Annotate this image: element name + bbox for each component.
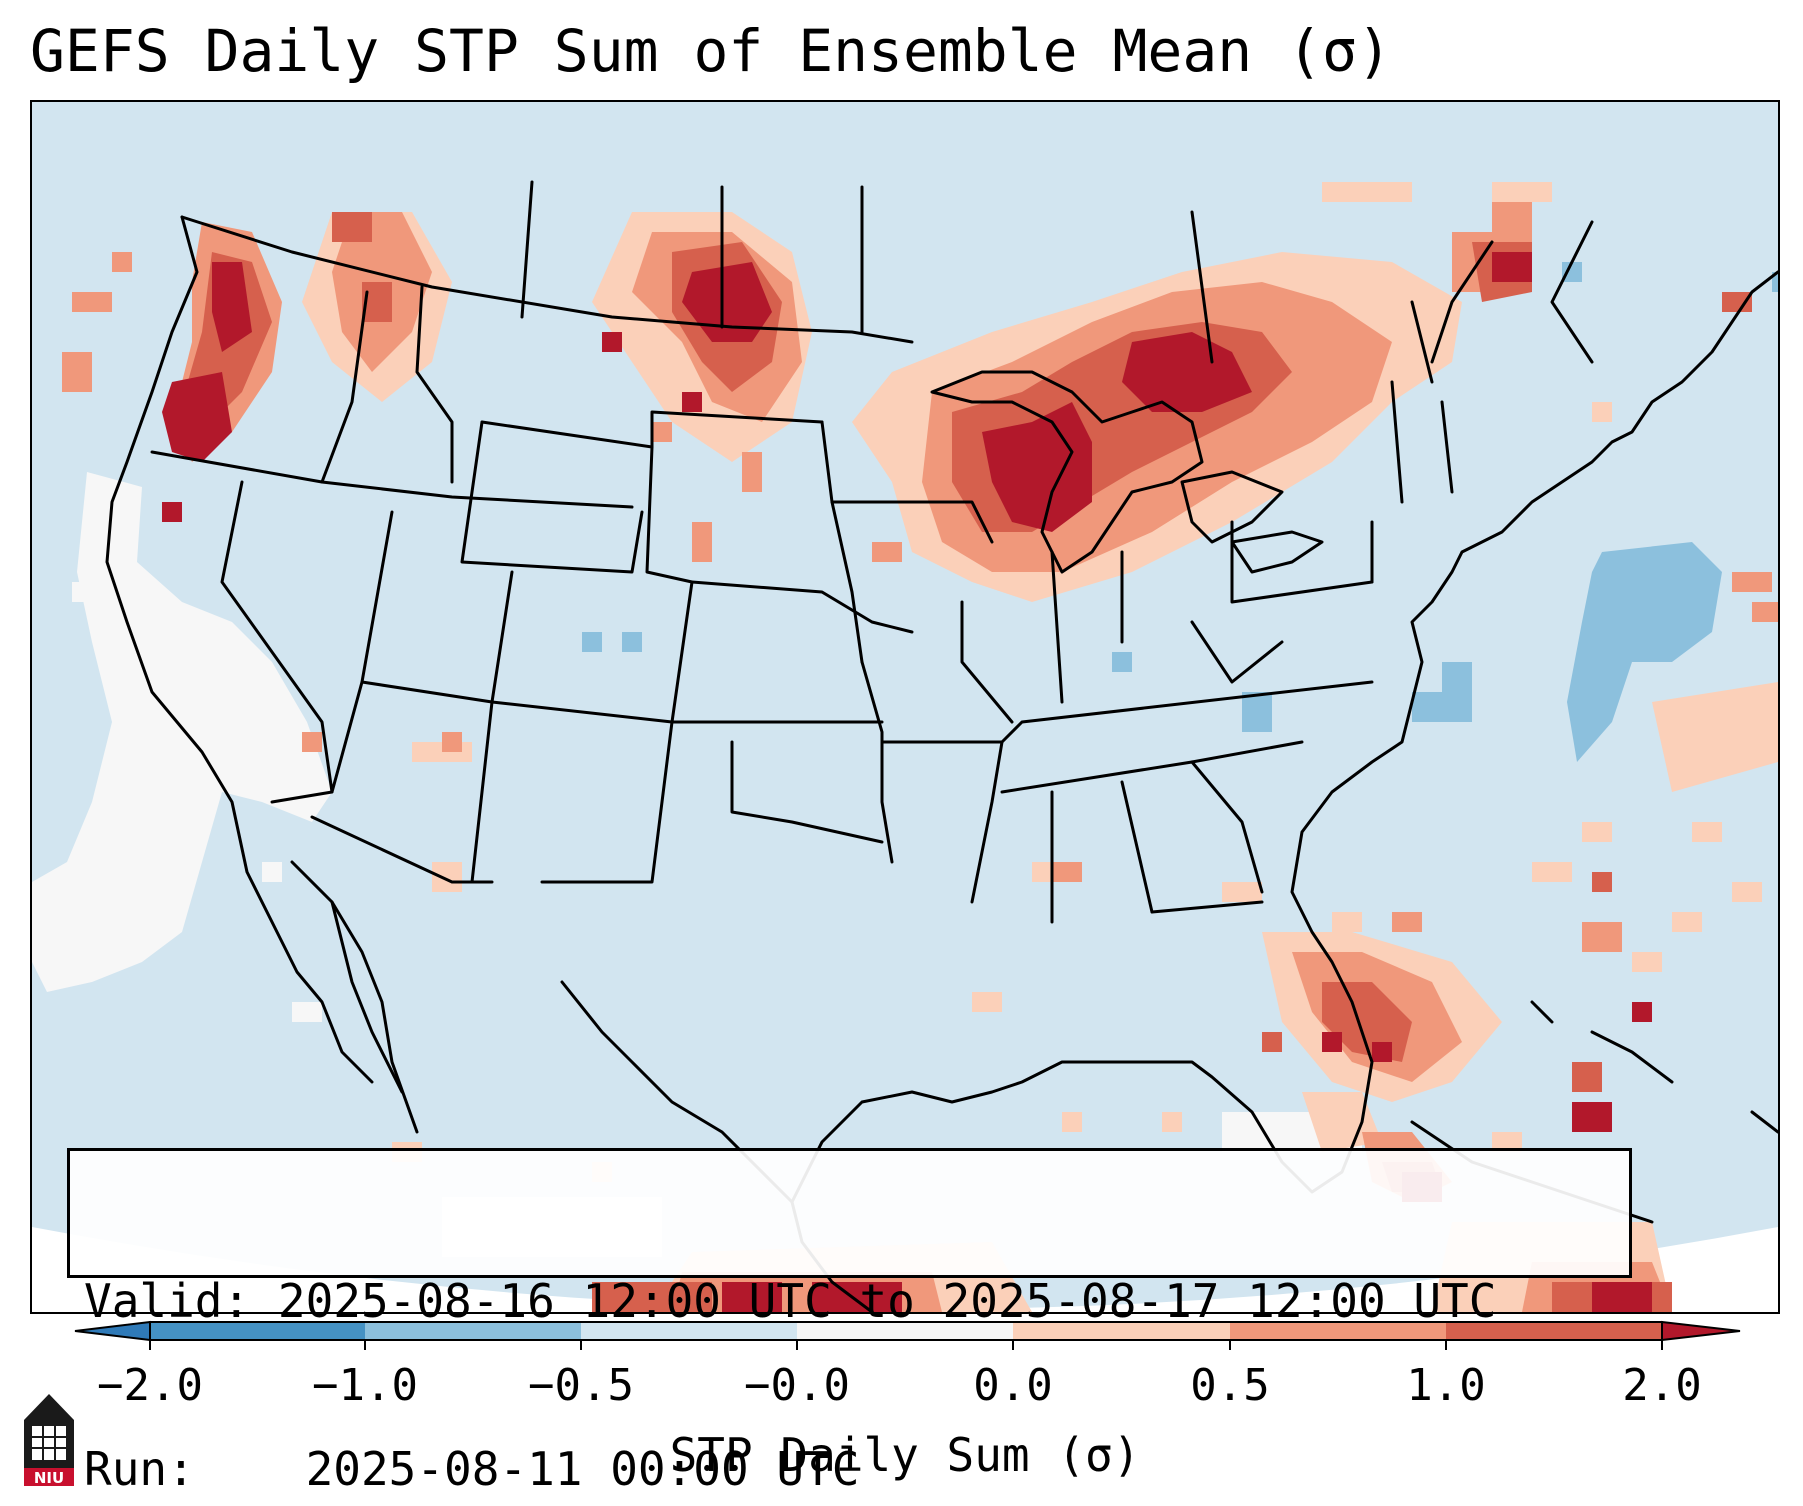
colorbar-bin bbox=[150, 1322, 365, 1340]
colorbar-label: STP Daily Sum (σ) bbox=[669, 1428, 1141, 1482]
colorbar-extend-min bbox=[74, 1320, 151, 1342]
map-frame bbox=[30, 100, 1780, 1314]
run-line: Run: 2025-08-11 00:00 UTC bbox=[84, 1441, 1615, 1497]
colorbar-bin bbox=[1013, 1322, 1230, 1340]
colorbar-bin bbox=[1446, 1322, 1662, 1340]
valid-line: Valid: 2025-08-16 12:00 UTC to 2025-08-1… bbox=[84, 1273, 1615, 1329]
logo-text: NIU bbox=[34, 1469, 64, 1486]
colorbar-extend-max bbox=[1661, 1320, 1741, 1342]
colorbar-tick-label: −0.5 bbox=[528, 1360, 634, 1411]
niu-tower-icon: NIU bbox=[24, 1394, 74, 1486]
colorbar-bin bbox=[797, 1322, 1013, 1340]
colorbar-tick-label: −2.0 bbox=[97, 1360, 203, 1411]
colorbar-tick-label: 0.0 bbox=[973, 1360, 1053, 1411]
colorbar-bin bbox=[581, 1322, 797, 1340]
state-borders bbox=[105, 180, 1778, 1312]
valid-label: Valid: bbox=[84, 1274, 251, 1328]
colorbar bbox=[74, 1320, 1741, 1350]
figure-title: GEFS Daily STP Sum of Ensemble Mean (σ) bbox=[30, 17, 1392, 85]
run-label: Run: bbox=[84, 1442, 195, 1496]
negative-cells bbox=[582, 262, 1778, 762]
valid-run-info-box: Valid: 2025-08-16 12:00 UTC to 2025-08-1… bbox=[67, 1148, 1632, 1496]
colorbar-bin bbox=[1230, 1322, 1446, 1340]
colorbar-tick-label: −0.0 bbox=[744, 1360, 850, 1411]
colorbar-tick-label: 0.5 bbox=[1190, 1360, 1270, 1411]
colorbar-tick-label: −1.0 bbox=[312, 1360, 418, 1411]
colorbar-tick-label: 1.0 bbox=[1406, 1360, 1486, 1411]
colorbar-outline bbox=[149, 1321, 1663, 1341]
positive-cells-extreme bbox=[162, 252, 1652, 1312]
stp-map bbox=[32, 102, 1778, 1312]
valid-value: 2025-08-16 12:00 UTC to 2025-08-17 12:00… bbox=[277, 1274, 1497, 1328]
colorbar-bin bbox=[365, 1322, 581, 1340]
run-value: 2025-08-11 00:00 UTC bbox=[305, 1442, 860, 1496]
colorbar-tick-label: 2.0 bbox=[1622, 1360, 1702, 1411]
